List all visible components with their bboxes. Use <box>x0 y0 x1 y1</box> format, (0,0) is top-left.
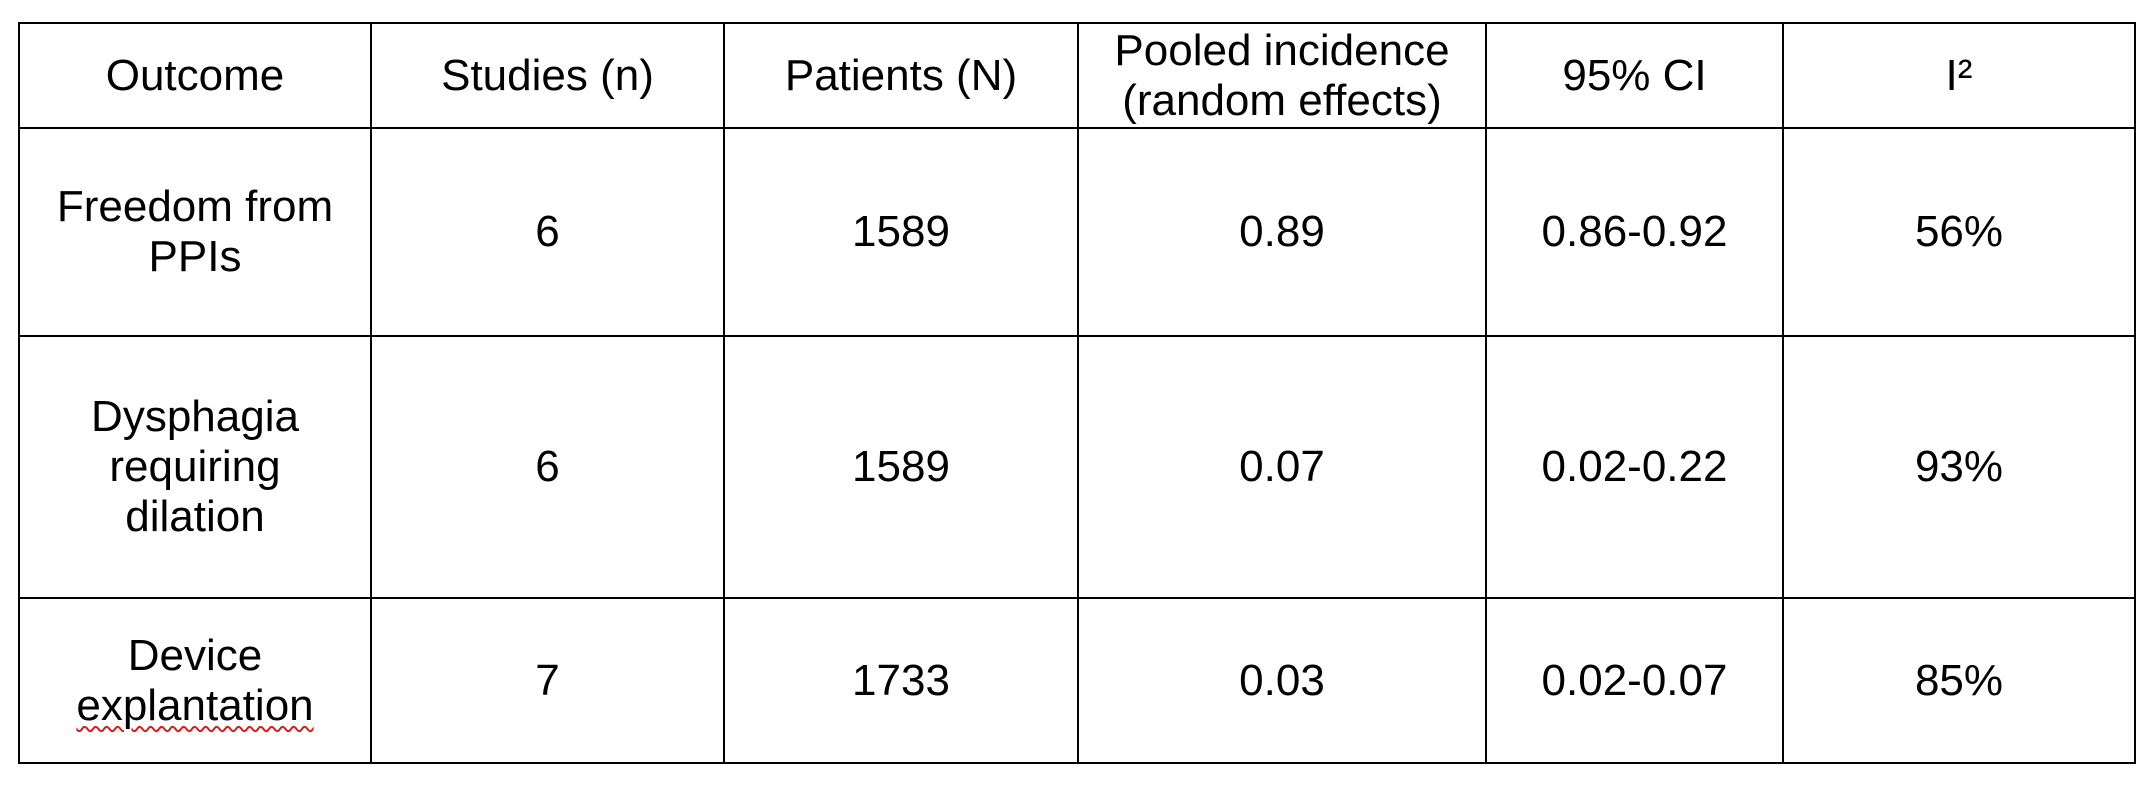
cell-patients: 1733 <box>723 597 1079 764</box>
cell-pooled-incidence: 0.03 <box>1077 597 1487 764</box>
spellcheck-flagged-word[interactable]: explantation <box>76 680 314 730</box>
cell-patients: 1589 <box>723 335 1079 599</box>
cell-outcome: Dysphagia requiring dilation <box>18 335 372 599</box>
header-studies: Studies (n) <box>370 22 725 129</box>
cell-outcome: Device explantation <box>18 597 372 764</box>
cell-i2: 56% <box>1782 127 2136 337</box>
cell-studies: 6 <box>370 335 725 599</box>
header-patients: Patients (N) <box>723 22 1079 129</box>
cell-pooled-incidence: 0.07 <box>1077 335 1487 599</box>
cell-ci: 0.02-0.22 <box>1485 335 1784 599</box>
cell-outcome: Freedom from PPIs <box>18 127 372 337</box>
header-row: Outcome Studies (n) Patients (N) Pooled … <box>18 22 2136 129</box>
header-pooled-incidence: Pooled incidence (random effects) <box>1077 22 1487 129</box>
results-table: Outcome Studies (n) Patients (N) Pooled … <box>18 22 2136 764</box>
cell-i2: 93% <box>1782 335 2136 599</box>
table-row: Dysphagia requiring dilation 6 1589 0.07… <box>18 335 2136 599</box>
cell-pooled-incidence: 0.89 <box>1077 127 1487 337</box>
cell-ci: 0.86-0.92 <box>1485 127 1784 337</box>
cell-studies: 6 <box>370 127 725 337</box>
header-i2: I² <box>1782 22 2136 129</box>
table-row: Device explantation 7 1733 0.03 0.02-0.0… <box>18 597 2136 764</box>
cell-i2: 85% <box>1782 597 2136 764</box>
cell-patients: 1589 <box>723 127 1079 337</box>
header-outcome: Outcome <box>18 22 372 129</box>
table-row: Freedom from PPIs 6 1589 0.89 0.86-0.92 … <box>18 127 2136 337</box>
header-ci: 95% CI <box>1485 22 1784 129</box>
cell-ci: 0.02-0.07 <box>1485 597 1784 764</box>
cell-studies: 7 <box>370 597 725 764</box>
